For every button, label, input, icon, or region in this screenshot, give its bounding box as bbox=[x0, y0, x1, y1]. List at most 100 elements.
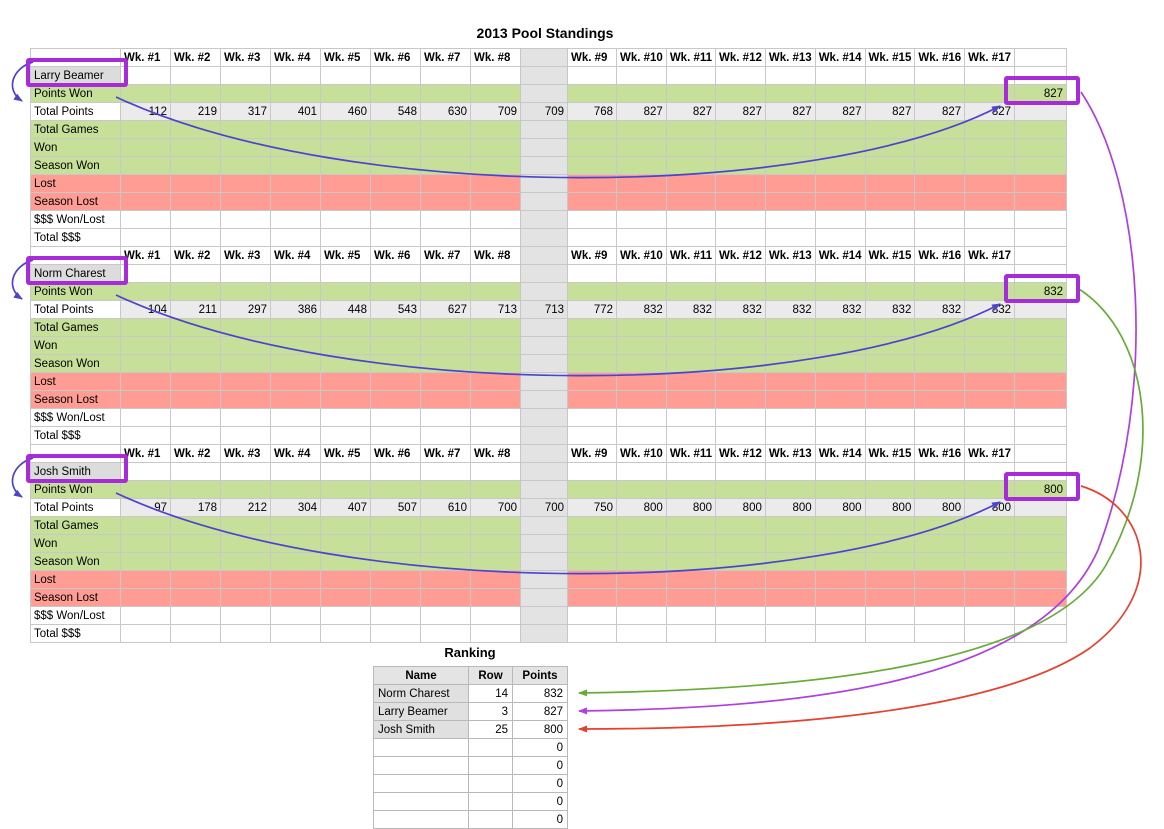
empty-cell[interactable] bbox=[420, 408, 471, 427]
week-header-cell[interactable]: Wk. #14 bbox=[814, 246, 866, 265]
empty-cell[interactable] bbox=[120, 228, 171, 247]
empty-cell[interactable] bbox=[420, 426, 471, 445]
empty-cell[interactable] bbox=[220, 282, 271, 301]
empty-cell[interactable] bbox=[170, 282, 221, 301]
week-header-cell[interactable]: Wk. #14 bbox=[814, 444, 866, 463]
gap-column-cell[interactable] bbox=[520, 390, 568, 409]
gap-column-cell[interactable] bbox=[520, 336, 568, 355]
total-points-cell[interactable]: 768 bbox=[567, 102, 617, 121]
empty-cell[interactable] bbox=[170, 66, 221, 85]
empty-cell[interactable] bbox=[715, 282, 766, 301]
empty-cell[interactable] bbox=[665, 408, 717, 427]
total-points-cell[interactable]: 630 bbox=[420, 102, 471, 121]
empty-cell[interactable] bbox=[567, 66, 617, 85]
empty-cell[interactable] bbox=[567, 552, 617, 571]
empty-cell[interactable] bbox=[220, 516, 271, 535]
empty-cell[interactable] bbox=[914, 210, 966, 229]
empty-cell[interactable] bbox=[665, 552, 717, 571]
empty-cell[interactable] bbox=[914, 516, 966, 535]
empty-cell[interactable] bbox=[120, 570, 171, 589]
empty-cell[interactable] bbox=[814, 588, 866, 607]
week-header-cell[interactable]: Wk. #7 bbox=[420, 48, 471, 67]
empty-cell[interactable] bbox=[1014, 174, 1067, 193]
total-points-cell[interactable]: 610 bbox=[420, 498, 471, 517]
empty-cell[interactable] bbox=[715, 372, 766, 391]
ranking-points-cell[interactable]: 0 bbox=[512, 810, 568, 829]
empty-cell[interactable] bbox=[420, 264, 471, 283]
total-points-cell[interactable]: 460 bbox=[320, 102, 371, 121]
empty-cell[interactable] bbox=[964, 534, 1015, 553]
empty-cell[interactable] bbox=[420, 66, 471, 85]
empty-cell[interactable] bbox=[170, 624, 221, 643]
empty-cell[interactable] bbox=[270, 552, 321, 571]
empty-cell[interactable] bbox=[814, 390, 866, 409]
empty-cell[interactable] bbox=[220, 408, 271, 427]
week-header-cell[interactable]: Wk. #3 bbox=[220, 444, 271, 463]
gap-column-cell[interactable] bbox=[520, 120, 568, 139]
week-header-cell[interactable]: Wk. #12 bbox=[715, 48, 766, 67]
week-header-cell[interactable]: Wk. #15 bbox=[864, 444, 916, 463]
total-points-cell[interactable]: 832 bbox=[814, 300, 866, 319]
empty-cell[interactable] bbox=[370, 192, 421, 211]
gap-column-cell[interactable] bbox=[520, 282, 568, 301]
empty-cell[interactable] bbox=[964, 336, 1015, 355]
empty-cell[interactable] bbox=[616, 138, 667, 157]
empty-cell[interactable] bbox=[964, 318, 1015, 337]
week-header-cell[interactable]: Wk. #15 bbox=[864, 48, 916, 67]
empty-cell[interactable] bbox=[914, 282, 966, 301]
week-header-cell[interactable]: Wk. #4 bbox=[270, 444, 321, 463]
total-points-cell[interactable]: 800 bbox=[665, 498, 717, 517]
empty-cell[interactable] bbox=[764, 318, 816, 337]
ranking-name-cell[interactable] bbox=[373, 756, 469, 775]
gap-column-cell[interactable] bbox=[520, 588, 568, 607]
empty-cell[interactable] bbox=[370, 318, 421, 337]
empty-cell[interactable] bbox=[964, 516, 1015, 535]
empty-cell[interactable] bbox=[814, 192, 866, 211]
empty-cell[interactable] bbox=[715, 462, 766, 481]
empty-cell[interactable] bbox=[470, 336, 521, 355]
total-points-cell[interactable]: 178 bbox=[170, 498, 221, 517]
total-points-cell[interactable]: 401 bbox=[270, 102, 321, 121]
gap-column-cell[interactable] bbox=[520, 192, 568, 211]
empty-cell[interactable] bbox=[814, 408, 866, 427]
empty-cell[interactable] bbox=[1014, 372, 1067, 391]
empty-cell[interactable] bbox=[864, 174, 916, 193]
week-header-cell[interactable]: Wk. #16 bbox=[914, 246, 966, 265]
empty-cell[interactable] bbox=[964, 138, 1015, 157]
empty-cell[interactable] bbox=[715, 210, 766, 229]
empty-cell[interactable] bbox=[320, 192, 371, 211]
empty-cell[interactable] bbox=[220, 66, 271, 85]
empty-cell[interactable] bbox=[170, 606, 221, 625]
empty-cell[interactable] bbox=[964, 372, 1015, 391]
empty-cell[interactable] bbox=[470, 210, 521, 229]
total-points-cell[interactable]: 827 bbox=[814, 102, 866, 121]
empty-cell[interactable] bbox=[567, 588, 617, 607]
empty-cell[interactable] bbox=[470, 318, 521, 337]
week-header-cell[interactable]: Wk. #5 bbox=[320, 246, 371, 265]
empty-cell[interactable] bbox=[120, 174, 171, 193]
week-header-cell[interactable]: Wk. #8 bbox=[470, 444, 521, 463]
empty-cell[interactable] bbox=[470, 606, 521, 625]
total-points-cell[interactable]: 104 bbox=[120, 300, 171, 319]
empty-cell[interactable] bbox=[470, 570, 521, 589]
total-points-gap-cell[interactable]: 709 bbox=[520, 102, 568, 121]
empty-cell[interactable] bbox=[270, 390, 321, 409]
total-points-cell[interactable]: 772 bbox=[567, 300, 617, 319]
empty-cell[interactable] bbox=[170, 570, 221, 589]
empty-cell[interactable] bbox=[220, 462, 271, 481]
empty-cell[interactable] bbox=[220, 390, 271, 409]
gap-column-cell[interactable] bbox=[520, 372, 568, 391]
empty-cell[interactable] bbox=[320, 372, 371, 391]
week-header-cell[interactable]: Wk. #13 bbox=[764, 48, 816, 67]
week-header-cell[interactable]: Wk. #9 bbox=[567, 246, 617, 265]
empty-cell[interactable] bbox=[320, 570, 371, 589]
empty-cell[interactable] bbox=[120, 282, 171, 301]
empty-cell[interactable] bbox=[864, 372, 916, 391]
empty-cell[interactable] bbox=[616, 84, 667, 103]
empty-cell[interactable] bbox=[715, 552, 766, 571]
ranking-row-cell[interactable] bbox=[468, 774, 513, 793]
week-header-cell[interactable]: Wk. #5 bbox=[320, 48, 371, 67]
empty-cell[interactable] bbox=[170, 210, 221, 229]
week-header-cell[interactable]: Wk. #12 bbox=[715, 444, 766, 463]
empty-cell[interactable] bbox=[120, 120, 171, 139]
